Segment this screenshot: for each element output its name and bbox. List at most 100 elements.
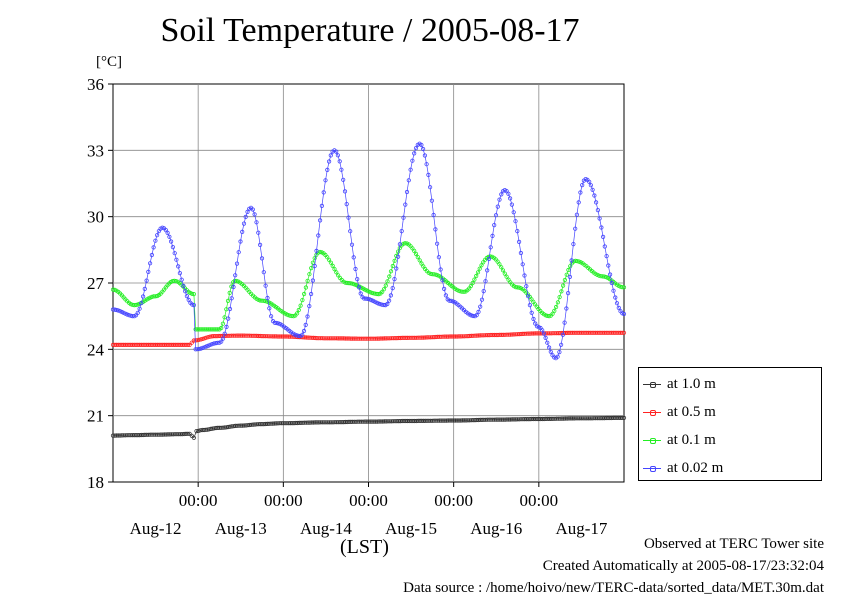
data-point xyxy=(222,315,227,320)
legend-label-0-02m: at 0.02 m xyxy=(667,459,724,476)
data-point xyxy=(263,299,268,304)
data-point xyxy=(252,212,257,217)
data-point xyxy=(197,346,202,352)
data-point xyxy=(181,283,186,288)
data-point xyxy=(310,260,315,265)
data-point xyxy=(349,242,355,247)
data-point xyxy=(578,190,583,195)
data-point xyxy=(312,263,317,269)
data-point xyxy=(447,298,452,303)
data-point xyxy=(220,321,225,326)
data-point xyxy=(590,187,595,192)
data-point xyxy=(388,293,393,298)
data-point xyxy=(172,278,177,283)
data-point xyxy=(222,331,227,336)
data-point xyxy=(301,328,307,334)
data-point xyxy=(341,177,346,182)
data-point xyxy=(224,324,229,329)
series-3 xyxy=(110,141,627,361)
data-point xyxy=(408,167,413,172)
data-point xyxy=(403,202,408,207)
data-point xyxy=(303,285,308,290)
data-point xyxy=(540,328,545,333)
data-point xyxy=(135,310,140,315)
data-point xyxy=(419,261,424,266)
data-point xyxy=(470,313,476,319)
series-0 xyxy=(110,415,627,440)
x-tick-date-label: Aug-14 xyxy=(300,519,352,538)
data-point xyxy=(562,320,567,325)
data-point xyxy=(564,272,569,277)
data-point xyxy=(325,167,330,172)
data-point xyxy=(499,192,504,197)
y-tick-label: 27 xyxy=(87,274,105,293)
data-point xyxy=(300,297,305,303)
data-point xyxy=(604,254,609,259)
data-point xyxy=(461,289,466,294)
data-point xyxy=(176,264,181,269)
data-point xyxy=(410,158,415,163)
data-point xyxy=(397,242,402,247)
y-tick-label: 24 xyxy=(87,340,105,359)
data-point xyxy=(394,266,399,271)
data-point xyxy=(483,279,488,284)
x-tick-date-label: Aug-15 xyxy=(385,519,437,538)
data-point xyxy=(195,347,200,352)
data-point xyxy=(144,278,149,283)
data-point xyxy=(184,293,189,299)
data-point xyxy=(303,322,308,327)
data-point xyxy=(504,274,509,279)
data-point xyxy=(378,301,383,307)
data-point xyxy=(575,258,580,264)
data-point xyxy=(392,276,397,282)
legend-item-0-5m: at 0.5 m xyxy=(643,402,716,422)
data-point xyxy=(406,178,411,183)
y-tick-label: 18 xyxy=(87,473,104,492)
data-point xyxy=(335,153,340,158)
data-point xyxy=(533,321,538,326)
data-point xyxy=(321,190,326,195)
data-point xyxy=(268,314,274,319)
legend-label-0-5m: at 0.5 m xyxy=(667,403,716,420)
data-point xyxy=(614,301,620,306)
data-point xyxy=(580,183,585,188)
data-point xyxy=(261,270,266,275)
data-point xyxy=(139,301,144,306)
data-point xyxy=(328,153,333,158)
data-point xyxy=(440,278,445,283)
data-point xyxy=(351,255,356,260)
data-point xyxy=(148,261,153,266)
data-point xyxy=(346,215,351,220)
data-point xyxy=(114,307,119,313)
data-point xyxy=(326,159,332,164)
data-point xyxy=(595,208,601,213)
data-point xyxy=(146,269,151,274)
data-point xyxy=(474,312,479,318)
data-point xyxy=(294,333,299,338)
data-point xyxy=(381,287,387,292)
data-point xyxy=(390,285,395,291)
x-tick-time-label: 00:00 xyxy=(264,491,303,510)
data-point xyxy=(348,229,353,234)
data-point xyxy=(541,331,547,336)
data-point xyxy=(326,257,332,262)
data-point xyxy=(434,241,440,246)
data-point xyxy=(620,330,625,335)
data-point xyxy=(267,306,272,311)
data-point xyxy=(174,257,179,262)
data-point xyxy=(490,233,495,238)
data-point xyxy=(546,345,552,350)
data-point xyxy=(226,316,231,321)
data-point xyxy=(621,311,627,317)
data-point xyxy=(220,336,226,341)
data-point xyxy=(233,273,238,278)
data-point xyxy=(272,320,277,325)
chart-title: Soil Temperature / 2005-08-17 xyxy=(160,12,580,49)
x-tick-time-label: 00:00 xyxy=(179,491,218,510)
y-tick-label: 33 xyxy=(87,141,104,160)
data-point xyxy=(560,283,566,288)
data-point xyxy=(296,307,301,313)
data-point xyxy=(196,428,201,433)
data-point xyxy=(153,238,158,243)
data-point xyxy=(620,415,625,420)
